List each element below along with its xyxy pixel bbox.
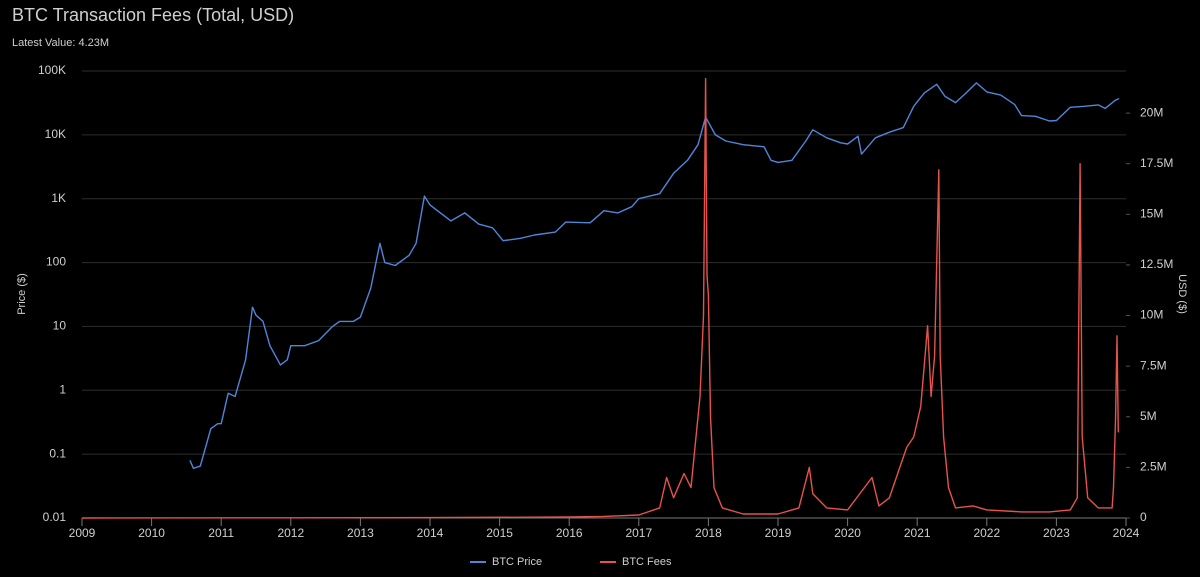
y2-tick-label: 20M xyxy=(1140,105,1163,119)
x-tick-label: 2019 xyxy=(765,526,792,540)
chart-subtitle: Latest Value: 4.23M xyxy=(12,37,109,49)
x-tick-label: 2015 xyxy=(486,526,513,540)
x-tick-label: 2023 xyxy=(1043,526,1070,540)
series-line xyxy=(81,78,1119,519)
y-axis-label: Price ($) xyxy=(16,273,28,315)
x-tick-label: 2012 xyxy=(277,526,304,540)
y-tick-label: 100K xyxy=(38,63,66,77)
y-tick-label: 1K xyxy=(51,191,66,205)
y-tick-label: 100 xyxy=(46,255,66,269)
y2-tick-label: 7.5M xyxy=(1140,358,1167,372)
legend-label[interactable]: BTC Fees xyxy=(622,556,672,568)
y2-tick-label: 15M xyxy=(1140,207,1163,221)
y2-tick-label: 2.5M xyxy=(1140,460,1167,474)
x-tick-label: 2009 xyxy=(69,526,96,540)
y2-tick-label: 0 xyxy=(1140,510,1147,524)
y-tick-label: 10 xyxy=(53,319,67,333)
x-tick-label: 2014 xyxy=(417,526,444,540)
x-tick-label: 2020 xyxy=(834,526,861,540)
legend-label[interactable]: BTC Price xyxy=(492,556,542,568)
series-line xyxy=(189,82,1120,469)
x-tick-label: 2022 xyxy=(973,526,1000,540)
x-tick-label: 2013 xyxy=(347,526,374,540)
y-tick-label: 1 xyxy=(59,382,66,396)
x-tick-label: 2010 xyxy=(138,526,165,540)
y-tick-label: 10K xyxy=(45,127,66,141)
x-tick-label: 2017 xyxy=(625,526,652,540)
x-tick-label: 2021 xyxy=(904,526,931,540)
x-tick-label: 2024 xyxy=(1113,526,1140,540)
y2-tick-label: 5M xyxy=(1140,409,1157,423)
y-tick-label: 0.1 xyxy=(49,446,66,460)
x-tick-label: 2016 xyxy=(556,526,583,540)
y2-tick-label: 12.5M xyxy=(1140,257,1173,271)
y-tick-label: 0.01 xyxy=(43,510,67,524)
y2-tick-label: 17.5M xyxy=(1140,156,1173,170)
y2-tick-label: 10M xyxy=(1140,308,1163,322)
x-tick-label: 2018 xyxy=(695,526,722,540)
y2-axis-label: USD ($) xyxy=(1176,274,1188,314)
chart-title: BTC Transaction Fees (Total, USD) xyxy=(12,5,294,25)
x-tick-label: 2011 xyxy=(208,526,234,540)
